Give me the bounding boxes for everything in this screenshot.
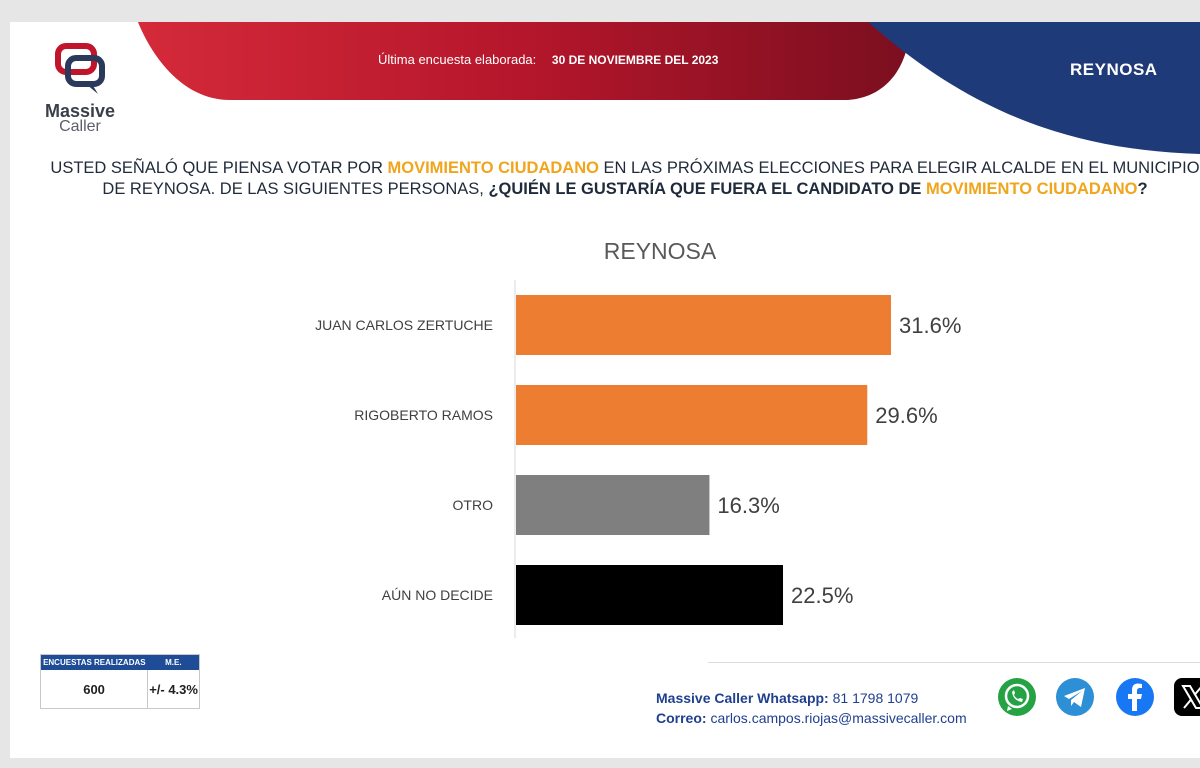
question-highlight-2: MOVIMIENTO CIUDADANO [926, 180, 1138, 198]
whatsapp-icon[interactable] [996, 676, 1038, 718]
footer-divider [708, 662, 1200, 663]
stats-margin-value: +/- 4.3% [147, 670, 200, 709]
category-label-0: JUAN CARLOS ZERTUCHE [315, 317, 493, 333]
category-label-2: OTRO [453, 497, 494, 513]
logo-name: Massive [44, 101, 116, 121]
bar-chart: JUAN CARLOS ZERTUCHE 31.6% RIGOBERTO RAMOS… [315, 280, 961, 638]
email-label: Correo: [656, 710, 707, 726]
bar-1 [516, 385, 868, 445]
data-label-1: 29.6% [875, 403, 937, 428]
bar-0 [516, 295, 891, 355]
stats-surveys-value: 600 [40, 670, 149, 709]
survey-date: Última encuesta elaborada: 30 DE NOVIEMB… [378, 52, 718, 67]
bar-2 [516, 475, 710, 535]
chart-title: REYNOSA [603, 238, 717, 264]
header-banner [138, 22, 1200, 154]
data-label-2: 16.3% [717, 493, 779, 518]
survey-date-value: 30 DE NOVIEMBRE DEL 2023 [551, 53, 719, 67]
data-label-0: 31.6% [899, 313, 961, 338]
whatsapp-label: Massive Caller Whatsapp: [656, 690, 829, 706]
red-header-shape [138, 22, 910, 100]
whatsapp-number: 81 1798 1079 [832, 690, 919, 706]
email-address[interactable]: carlos.campos.riojas@massivecaller.com [710, 710, 967, 726]
massive-caller-logo: Massive Caller [40, 40, 120, 140]
question-bold-2: ? [1137, 180, 1148, 198]
whatsapp-contact: Massive Caller Whatsapp: 81 1798 1079 [656, 688, 967, 708]
category-label-1: RIGOBERTO RAMOS [354, 407, 493, 423]
facebook-icon[interactable] [1114, 676, 1156, 718]
question-bold-1: ¿QUIÉN LE GUSTARÍA QUE FUERA EL CANDIDAT… [488, 180, 927, 198]
stats-header-margin: M.E. [147, 654, 200, 670]
slide: Massive Caller Última encuesta elaborada… [10, 22, 1200, 758]
question-highlight-1: MOVIMIENTO CIUDADANO [387, 159, 599, 177]
survey-question: USTED SEÑALÓ QUE PIENSA VOTAR POR MOVIMI… [50, 158, 1200, 200]
telegram-icon[interactable] [1054, 676, 1096, 718]
email-contact: Correo: carlos.campos.riojas@massivecall… [656, 708, 967, 728]
data-label-3: 22.5% [791, 583, 853, 608]
logo-sub: Caller [59, 118, 101, 135]
blue-header-shape [868, 22, 1200, 154]
survey-date-label: Última encuesta elaborada: [378, 52, 537, 67]
category-label-3: AÚN NO DECIDE [382, 587, 493, 603]
bar-3 [516, 565, 784, 625]
region-label: REYNOSA [1070, 60, 1158, 79]
contact-info: Massive Caller Whatsapp: 81 1798 1079 Co… [656, 688, 967, 728]
question-text-1: USTED SEÑALÓ QUE PIENSA VOTAR POR [50, 159, 388, 177]
question-text-2: EN LAS PRÓXIMAS ELECCIONES PARA ELEGIR A… [102, 159, 1200, 198]
stats-header-surveys: ENCUESTAS REALIZADAS [40, 654, 148, 670]
x-icon[interactable] [1172, 676, 1200, 718]
logo-icon [55, 43, 105, 94]
stats-table: ENCUESTAS REALIZADAS M.E. 600 +/- 4.3% [40, 654, 200, 709]
